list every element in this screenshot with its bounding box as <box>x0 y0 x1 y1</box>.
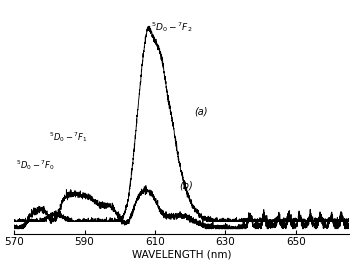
X-axis label: WAVELENGTH (nm): WAVELENGTH (nm) <box>132 250 231 260</box>
Text: (a): (a) <box>194 107 207 117</box>
Text: (b): (b) <box>180 180 193 190</box>
Text: $^5D_0-^7F_1$: $^5D_0-^7F_1$ <box>49 130 88 144</box>
Text: $^5D_0-^7F_0$: $^5D_0-^7F_0$ <box>16 158 55 172</box>
Text: $^5D_0-^7F_2$: $^5D_0-^7F_2$ <box>151 20 193 34</box>
